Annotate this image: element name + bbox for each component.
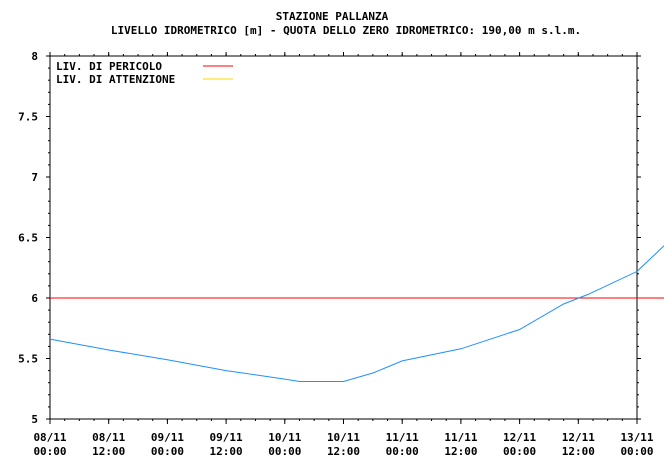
x-tick-date: 10/11 <box>327 431 360 444</box>
chart-subtitle: LIVELLO IDROMETRICO [m] - QUOTA DELLO ZE… <box>111 24 581 37</box>
x-tick-time: 12:00 <box>327 445 360 458</box>
legend-label-pericolo: LIV. DI PERICOLO <box>56 60 162 73</box>
legend: LIV. DI PERICOLO LIV. DI ATTENZIONE <box>56 60 233 86</box>
y-tick-label: 7.5 <box>18 111 38 124</box>
y-tick-label: 8 <box>31 50 38 63</box>
y-tick-label: 6 <box>31 292 38 305</box>
x-tick-time: 00:00 <box>386 445 419 458</box>
x-tick-time: 00:00 <box>620 445 653 458</box>
x-tick-time: 00:00 <box>33 445 66 458</box>
y-tick-label: 5.5 <box>18 353 38 366</box>
y-tick-label: 6.5 <box>18 232 38 245</box>
x-tick-date: 08/11 <box>33 431 66 444</box>
y-tick-label: 7 <box>31 171 38 184</box>
x-tick-date: 10/11 <box>268 431 301 444</box>
y-tick-label: 5 <box>31 413 38 426</box>
x-tick-time: 12:00 <box>210 445 243 458</box>
x-tick-date: 12/11 <box>503 431 536 444</box>
x-tick-date: 09/11 <box>151 431 184 444</box>
series-line <box>49 245 664 382</box>
x-tick-date: 08/11 <box>92 431 125 444</box>
x-axis: 08/1100:0008/1112:0009/1100:0009/1112:00… <box>33 52 654 458</box>
x-tick-date: 11/11 <box>444 431 477 444</box>
x-tick-time: 12:00 <box>92 445 125 458</box>
x-tick-time: 12:00 <box>562 445 595 458</box>
x-tick-date: 13/11 <box>620 431 653 444</box>
x-tick-time: 00:00 <box>151 445 184 458</box>
plot-frame <box>49 55 638 420</box>
x-tick-date: 09/11 <box>210 431 243 444</box>
x-tick-time: 00:00 <box>503 445 536 458</box>
x-tick-date: 11/11 <box>386 431 419 444</box>
series-group <box>49 245 664 382</box>
legend-label-attenzione: LIV. DI ATTENZIONE <box>56 73 175 86</box>
y-axis: 5 5.5 6 6.5 7 7.5 8 <box>18 50 641 426</box>
x-tick-date: 12/11 <box>562 431 595 444</box>
x-tick-time: 12:00 <box>444 445 477 458</box>
x-tick-time: 00:00 <box>268 445 301 458</box>
chart-title: STAZIONE PALLANZA <box>276 10 389 23</box>
